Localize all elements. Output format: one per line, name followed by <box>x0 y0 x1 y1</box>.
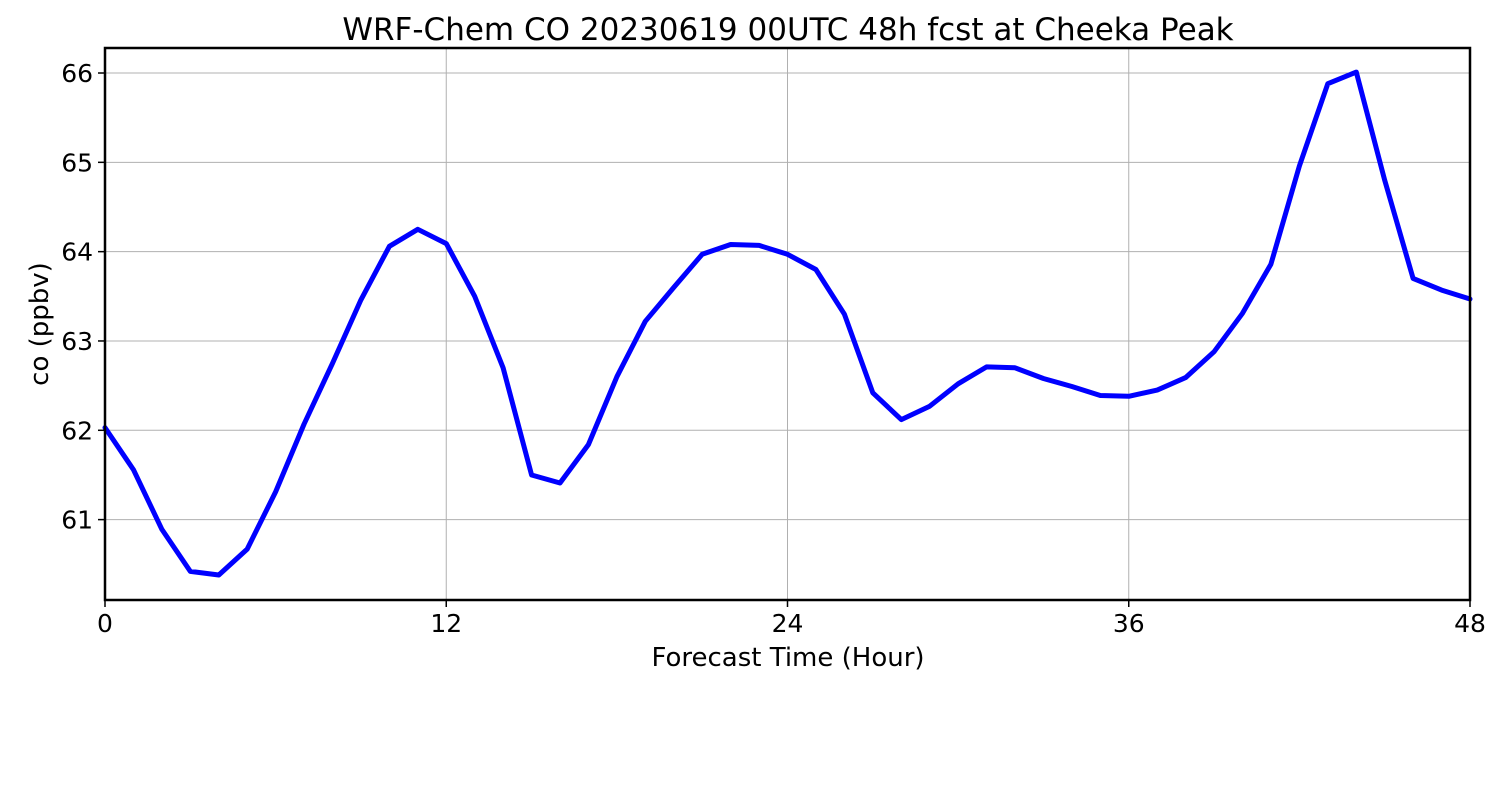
data-point <box>1069 384 1074 389</box>
x-axis-label: Forecast Time (Hour) <box>651 643 924 673</box>
data-point <box>984 364 989 369</box>
data-point <box>245 547 250 552</box>
data-point <box>899 417 904 422</box>
x-tick-label: 48 <box>1454 609 1486 638</box>
data-point <box>700 252 705 257</box>
data-point <box>813 267 818 272</box>
data-point <box>1297 163 1302 168</box>
series-layer <box>102 69 1473 578</box>
x-tick-label: 36 <box>1113 609 1145 638</box>
data-point <box>558 481 563 486</box>
data-point <box>302 422 307 427</box>
data-point <box>131 467 136 472</box>
y-tick-label: 65 <box>61 148 93 177</box>
data-point <box>927 404 932 409</box>
data-point <box>728 242 733 247</box>
data-point <box>358 297 363 302</box>
data-point <box>614 374 619 379</box>
data-point <box>586 442 591 447</box>
data-point <box>1098 393 1103 398</box>
data-point <box>387 244 392 249</box>
data-point <box>1325 81 1330 86</box>
data-point <box>472 294 477 299</box>
data-point <box>1183 375 1188 380</box>
y-tick-label: 64 <box>61 238 93 267</box>
data-point <box>330 361 335 366</box>
data-point <box>757 243 762 248</box>
data-point <box>1354 70 1359 75</box>
data-point <box>188 569 193 574</box>
data-point <box>529 473 534 478</box>
data-point <box>1013 365 1018 370</box>
x-tick-label: 12 <box>430 609 462 638</box>
x-tick-label: 0 <box>97 609 113 638</box>
data-point <box>643 319 648 324</box>
x-tick-label: 24 <box>772 609 804 638</box>
data-point <box>1126 394 1131 399</box>
axis-ticks: 0 12 24 36 48 61 62 63 64 65 66 <box>61 59 1486 638</box>
y-axis-label: co (ppbv) <box>25 262 55 386</box>
y-tick-label: 63 <box>61 327 93 356</box>
data-point <box>1268 262 1273 267</box>
data-point <box>444 241 449 246</box>
data-point <box>1382 178 1387 183</box>
chart-title: WRF-Chem CO 20230619 00UTC 48h fcst at C… <box>342 12 1233 48</box>
data-point <box>1041 376 1046 381</box>
data-point <box>870 390 875 395</box>
data-point <box>956 381 961 386</box>
data-point <box>159 527 164 532</box>
data-point <box>415 227 420 232</box>
co-series-line <box>102 69 1473 578</box>
data-point <box>501 365 506 370</box>
y-tick-label: 62 <box>61 416 93 445</box>
grid <box>104 48 1471 600</box>
data-point <box>671 285 676 290</box>
data-point <box>1411 276 1416 281</box>
data-point <box>1439 288 1444 293</box>
data-point <box>216 573 221 578</box>
y-tick-label: 66 <box>61 59 93 88</box>
data-point <box>785 252 790 257</box>
data-point <box>1212 349 1217 354</box>
data-point <box>1155 388 1160 393</box>
data-point <box>1240 311 1245 316</box>
y-tick-label: 61 <box>61 506 93 535</box>
data-point <box>842 312 847 317</box>
data-point <box>273 489 278 494</box>
